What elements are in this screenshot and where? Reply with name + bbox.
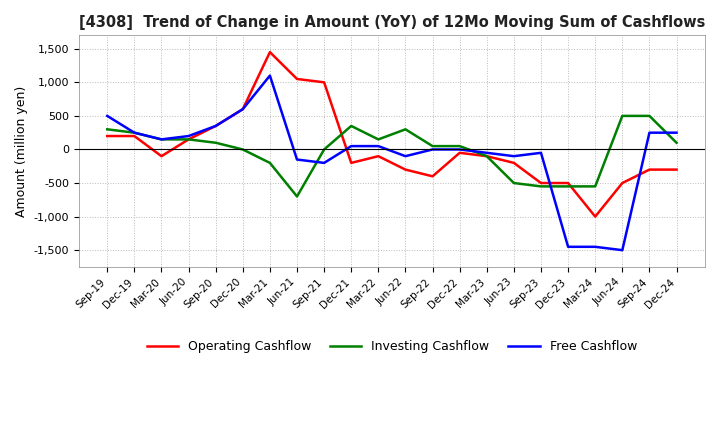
Free Cashflow: [645, 130, 654, 136]
Free Cashflow: [184, 133, 193, 139]
Investing Cashflow: [672, 140, 681, 145]
Legend: Operating Cashflow, Investing Cashflow, Free Cashflow: Operating Cashflow, Investing Cashflow, …: [142, 335, 642, 358]
Free Cashflow: [103, 113, 112, 118]
Investing Cashflow: [482, 154, 491, 159]
Operating Cashflow: [591, 214, 600, 219]
Operating Cashflow: [293, 76, 302, 81]
Free Cashflow: [455, 147, 464, 152]
Investing Cashflow: [536, 184, 545, 189]
Investing Cashflow: [238, 147, 247, 152]
Operating Cashflow: [428, 174, 437, 179]
Operating Cashflow: [401, 167, 410, 172]
Free Cashflow: [564, 244, 572, 249]
Free Cashflow: [482, 150, 491, 155]
Operating Cashflow: [645, 167, 654, 172]
Investing Cashflow: [564, 184, 572, 189]
Free Cashflow: [293, 157, 302, 162]
Line: Free Cashflow: Free Cashflow: [107, 76, 677, 250]
Operating Cashflow: [157, 154, 166, 159]
Investing Cashflow: [157, 137, 166, 142]
Operating Cashflow: [347, 160, 356, 165]
Investing Cashflow: [428, 143, 437, 149]
Free Cashflow: [618, 248, 626, 253]
Investing Cashflow: [401, 127, 410, 132]
Investing Cashflow: [455, 143, 464, 149]
Investing Cashflow: [510, 180, 518, 186]
Free Cashflow: [266, 73, 274, 78]
Free Cashflow: [347, 143, 356, 149]
Operating Cashflow: [184, 137, 193, 142]
Operating Cashflow: [482, 154, 491, 159]
Investing Cashflow: [374, 137, 382, 142]
Free Cashflow: [212, 123, 220, 128]
Operating Cashflow: [536, 180, 545, 186]
Investing Cashflow: [103, 127, 112, 132]
Operating Cashflow: [320, 80, 328, 85]
Investing Cashflow: [618, 113, 626, 118]
Free Cashflow: [401, 154, 410, 159]
Free Cashflow: [510, 154, 518, 159]
Operating Cashflow: [212, 123, 220, 128]
Operating Cashflow: [672, 167, 681, 172]
Free Cashflow: [374, 143, 382, 149]
Line: Investing Cashflow: Investing Cashflow: [107, 116, 677, 197]
Investing Cashflow: [130, 130, 139, 136]
Operating Cashflow: [238, 106, 247, 112]
Free Cashflow: [672, 130, 681, 136]
Free Cashflow: [238, 106, 247, 112]
Operating Cashflow: [618, 180, 626, 186]
Free Cashflow: [428, 147, 437, 152]
Line: Operating Cashflow: Operating Cashflow: [107, 52, 677, 216]
Investing Cashflow: [266, 160, 274, 165]
Investing Cashflow: [293, 194, 302, 199]
Free Cashflow: [320, 160, 328, 165]
Operating Cashflow: [564, 180, 572, 186]
Operating Cashflow: [510, 160, 518, 165]
Operating Cashflow: [266, 49, 274, 55]
Investing Cashflow: [645, 113, 654, 118]
Investing Cashflow: [184, 137, 193, 142]
Operating Cashflow: [455, 150, 464, 155]
Investing Cashflow: [320, 147, 328, 152]
Free Cashflow: [157, 137, 166, 142]
Investing Cashflow: [347, 123, 356, 128]
Title: [4308]  Trend of Change in Amount (YoY) of 12Mo Moving Sum of Cashflows: [4308] Trend of Change in Amount (YoY) o…: [78, 15, 705, 30]
Free Cashflow: [130, 130, 139, 136]
Operating Cashflow: [130, 133, 139, 139]
Investing Cashflow: [591, 184, 600, 189]
Operating Cashflow: [374, 154, 382, 159]
Y-axis label: Amount (million yen): Amount (million yen): [15, 85, 28, 217]
Free Cashflow: [591, 244, 600, 249]
Operating Cashflow: [103, 133, 112, 139]
Free Cashflow: [536, 150, 545, 155]
Investing Cashflow: [212, 140, 220, 145]
